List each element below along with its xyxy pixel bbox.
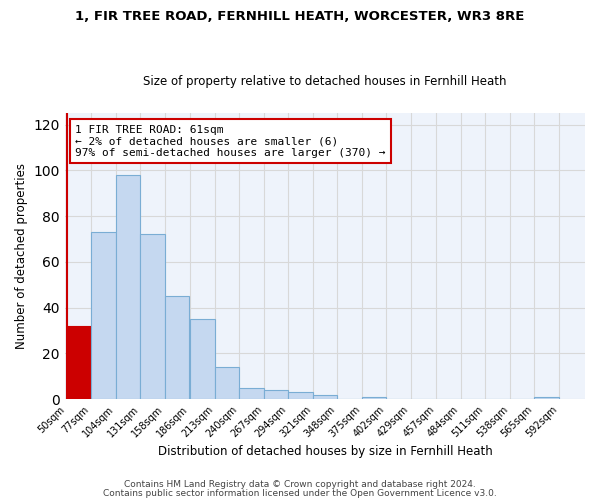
Bar bbox=[91, 232, 116, 399]
X-axis label: Distribution of detached houses by size in Fernhill Heath: Distribution of detached houses by size … bbox=[158, 444, 492, 458]
Bar bbox=[313, 394, 337, 399]
Bar bbox=[190, 319, 215, 399]
Bar bbox=[239, 388, 263, 399]
Bar bbox=[164, 296, 189, 399]
Bar bbox=[534, 397, 559, 399]
Text: Contains public sector information licensed under the Open Government Licence v3: Contains public sector information licen… bbox=[103, 488, 497, 498]
Bar bbox=[215, 367, 239, 399]
Text: Contains HM Land Registry data © Crown copyright and database right 2024.: Contains HM Land Registry data © Crown c… bbox=[124, 480, 476, 489]
Bar bbox=[116, 175, 140, 399]
Bar bbox=[362, 397, 386, 399]
Y-axis label: Number of detached properties: Number of detached properties bbox=[15, 163, 28, 349]
Bar bbox=[140, 234, 164, 399]
Text: 1, FIR TREE ROAD, FERNHILL HEATH, WORCESTER, WR3 8RE: 1, FIR TREE ROAD, FERNHILL HEATH, WORCES… bbox=[76, 10, 524, 23]
Bar bbox=[67, 326, 91, 399]
Bar bbox=[263, 390, 288, 399]
Text: 1 FIR TREE ROAD: 61sqm
← 2% of detached houses are smaller (6)
97% of semi-detac: 1 FIR TREE ROAD: 61sqm ← 2% of detached … bbox=[75, 124, 386, 158]
Bar bbox=[288, 392, 313, 399]
Title: Size of property relative to detached houses in Fernhill Heath: Size of property relative to detached ho… bbox=[143, 76, 506, 88]
